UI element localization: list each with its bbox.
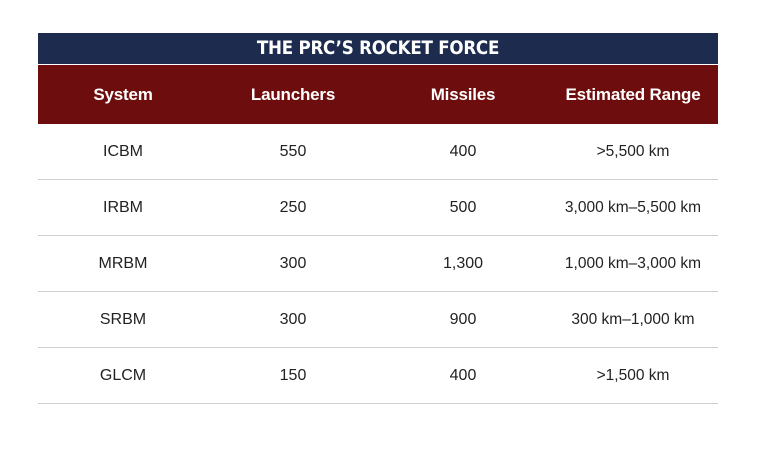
table-row: SRBM 300 900 300 km–1,000 km [38, 292, 718, 348]
launchers-cell: 150 [279, 366, 307, 384]
range-cell: >5,500 km [596, 142, 670, 160]
missiles-cell: 400 [449, 142, 477, 160]
column-header-missiles: Missiles [430, 84, 496, 104]
missiles-cell: 1,300 [442, 254, 484, 272]
column-header-estimated-range: Estimated Range [565, 84, 701, 104]
table-row: GLCM 150 400 >1,500 km [38, 348, 718, 404]
missiles-cell: 900 [449, 310, 477, 328]
table-header-row: System Launchers Missiles Estimated Rang… [38, 64, 718, 124]
column-header-launchers: Launchers [250, 84, 336, 104]
missiles-cell: 400 [449, 366, 477, 384]
table-title-bar: THE PRC’S ROCKET FORCE [38, 33, 718, 64]
launchers-cell: 250 [279, 198, 307, 216]
launchers-cell: 300 [279, 254, 307, 272]
range-cell: 300 km–1,000 km [571, 310, 695, 328]
table-title: THE PRC’S ROCKET FORCE [78, 33, 678, 64]
system-cell: GLCM [99, 366, 147, 384]
range-cell: 3,000 km–5,500 km [564, 198, 702, 216]
rocket-force-table: THE PRC’S ROCKET FORCE System Launchers … [38, 33, 718, 404]
system-cell: ICBM [103, 142, 143, 160]
system-cell: SRBM [99, 310, 147, 328]
table-row: MRBM 300 1,300 1,000 km–3,000 km [38, 236, 718, 292]
system-cell: IRBM [103, 198, 143, 216]
system-cell: MRBM [98, 254, 148, 272]
range-cell: >1,500 km [596, 366, 670, 384]
table-row: ICBM 550 400 >5,500 km [38, 124, 718, 180]
range-cell: 1,000 km–3,000 km [564, 254, 702, 272]
column-header-system: System [93, 84, 153, 104]
launchers-cell: 550 [279, 142, 307, 160]
missiles-cell: 500 [449, 198, 477, 216]
table-row: IRBM 250 500 3,000 km–5,500 km [38, 180, 718, 236]
launchers-cell: 300 [279, 310, 307, 328]
